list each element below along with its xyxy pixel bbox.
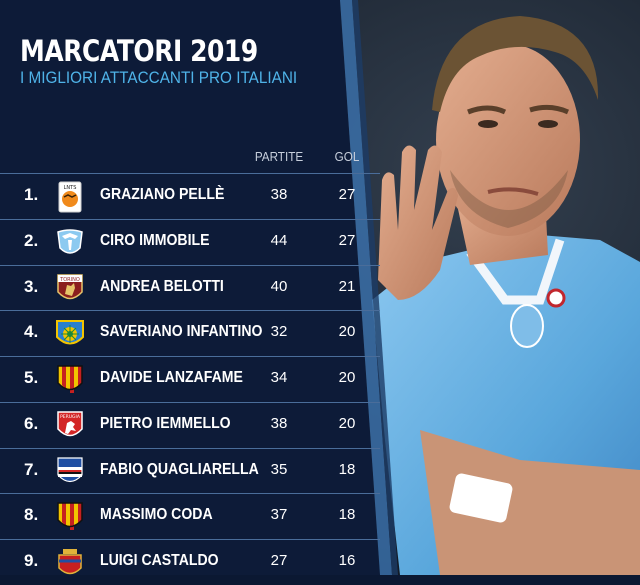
table-row: 6. PERUGIA PIETRO IEMMELLO 38 20	[0, 401, 380, 448]
table-row: 4. SAVERIANO INFANTINO 32 20	[0, 310, 380, 356]
lazio-eagle-crest-icon	[57, 229, 83, 254]
player-name: ANDREA BELOTTI	[100, 277, 224, 295]
rank: 8.	[24, 505, 39, 525]
page-title: MARCATORI 2019	[20, 34, 258, 68]
table-row: 9. LUIGI CASTALDO 27 16	[0, 539, 380, 585]
column-header-goals: GOL	[334, 149, 360, 164]
casertana-crest-icon	[58, 549, 82, 575]
player-name: LUIGI CASTALDO	[100, 552, 219, 569]
player-name: CIRO IMMOBILE	[100, 231, 210, 249]
player-name: GRAZIANO PELLÈ	[100, 186, 225, 203]
matches-value: 44	[270, 231, 288, 249]
player-name: DAVIDE LANZAFAME	[100, 369, 243, 386]
svg-text:TORINO: TORINO	[59, 277, 80, 283]
matches-value: 34	[270, 369, 288, 386]
benevento-crest-icon	[57, 365, 83, 393]
table-row: 5. DAVIDE LANZAFAME 34 20	[0, 356, 380, 402]
benevento-crest-icon	[57, 502, 83, 531]
rank: 6.	[24, 413, 39, 433]
goals-value: 27	[338, 231, 356, 249]
matches-value: 32	[270, 323, 288, 341]
svg-text:PERUGIA: PERUGIA	[60, 414, 81, 420]
rank: 5.	[24, 368, 39, 387]
table-row: 8. MASSIMO CODA 37 18	[0, 493, 380, 539]
scorers-table: 1. LNTS GRAZIANO PELLÈ 38 27 2. CIRO IMM…	[0, 173, 380, 585]
player-name: SAVERIANO INFANTINO	[100, 323, 263, 341]
rank: 4.	[24, 322, 39, 342]
rank: 2.	[24, 230, 39, 250]
matches-value: 38	[270, 414, 288, 432]
rank: 1.	[24, 185, 39, 204]
matches-value: 27	[270, 552, 288, 569]
goals-value: 21	[338, 277, 356, 295]
column-header-matches: PARTITE	[254, 149, 304, 164]
player-name: FABIO QUAGLIARELLA	[100, 460, 259, 478]
player-name: MASSIMO CODA	[100, 506, 213, 524]
torino-bull-crest-icon: TORINO	[57, 273, 83, 299]
rank: 7.	[24, 459, 39, 479]
carrarese-crest-icon	[56, 320, 84, 345]
table-row: 3. TORINO ANDREA BELOTTI 40 21	[0, 264, 380, 311]
player-name: PIETRO IEMMELLO	[100, 414, 231, 432]
shandong-luneng-crest-icon: LNTS	[58, 181, 82, 213]
sampdoria-crest-icon	[57, 456, 83, 482]
svg-text:LNTS: LNTS	[64, 185, 77, 191]
matches-value: 37	[270, 506, 288, 524]
matches-value: 38	[270, 186, 288, 203]
matches-value: 40	[270, 277, 288, 295]
table-row: 7. FABIO QUAGLIARELLA 35 18	[0, 447, 380, 494]
page-subtitle: I MIGLIORI ATTACCANTI PRO ITALIANI	[20, 68, 298, 87]
table-row: 2. CIRO IMMOBILE 44 27	[0, 218, 380, 265]
goals-value: 16	[338, 552, 356, 569]
goals-value: 18	[338, 460, 356, 478]
goals-value: 20	[338, 414, 356, 432]
matches-value: 35	[270, 460, 288, 478]
table-row: 1. LNTS GRAZIANO PELLÈ 38 27	[0, 173, 380, 219]
goals-value: 20	[338, 323, 356, 341]
rank: 9.	[24, 551, 39, 570]
goals-value: 20	[338, 369, 356, 386]
rank: 3.	[24, 276, 39, 296]
goals-value: 18	[338, 506, 356, 524]
goals-value: 27	[338, 186, 356, 203]
perugia-griffin-crest-icon: PERUGIA	[57, 411, 83, 436]
